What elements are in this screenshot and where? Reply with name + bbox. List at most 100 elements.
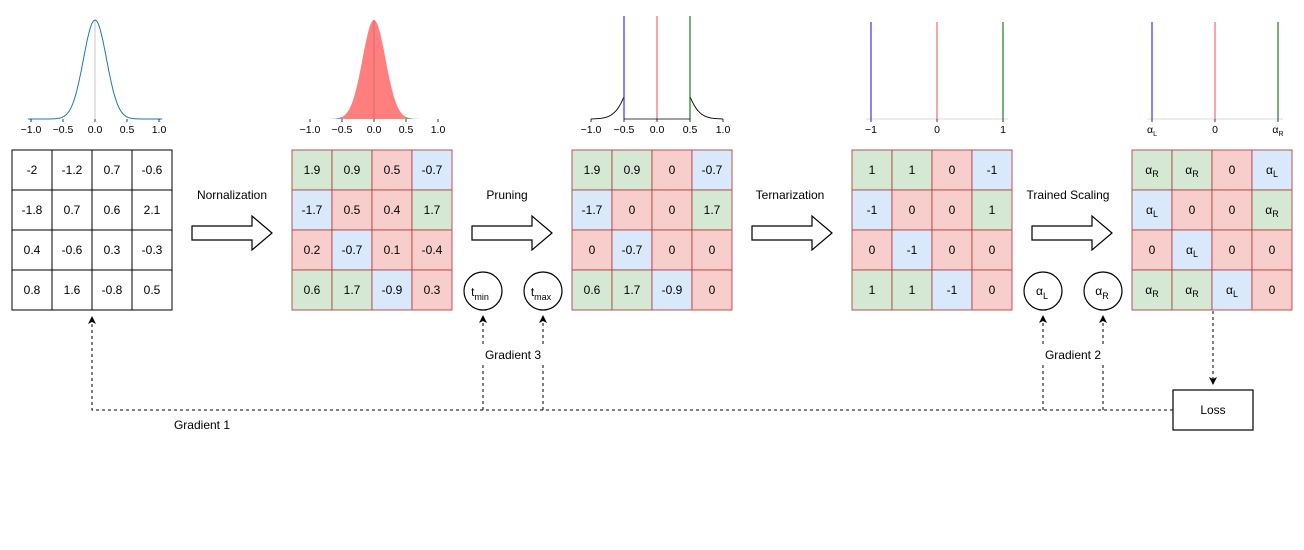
cell-value: -0.9	[662, 283, 683, 297]
gradient-paths	[88, 311, 1217, 411]
cell-value: 0.5	[344, 203, 361, 217]
cell-value: -1	[867, 203, 878, 217]
matrix-cell	[851, 229, 893, 271]
cell-value: -1.7	[582, 203, 603, 217]
tick-label: −0.5	[332, 124, 353, 136]
cell-value: 1.7	[424, 203, 441, 217]
cell-value: -0.8	[102, 283, 123, 297]
matrix-cell	[971, 229, 1013, 271]
matrix-2: 1.9 0.9 0.5 -0.7 -1.7 0.5 0.4 1.7 0.2 -0.7 0.1 -0.4…	[291, 149, 453, 311]
loss-box: Loss	[1172, 389, 1254, 431]
cell-value: αL	[1266, 163, 1278, 179]
cell-value: αL	[1226, 283, 1238, 299]
matrix-cell	[611, 269, 653, 311]
matrix-cell	[331, 269, 373, 311]
cell-value: 0	[629, 203, 636, 217]
cell-value: 0.5	[384, 163, 401, 177]
matrix-cell	[651, 149, 693, 191]
cell-value: -0.4	[422, 243, 443, 257]
cell-value: -1.8	[22, 203, 43, 217]
cell-value: 0	[949, 243, 956, 257]
cell-value: 0	[989, 283, 996, 297]
matrix-4: 1 1 0 -1 -1 0 0 1 0 -1 0 0 1 1 -1 0	[851, 149, 1013, 311]
matrix-cell	[971, 149, 1013, 191]
cell-value: 1.9	[304, 163, 321, 177]
matrix-cell	[1171, 269, 1213, 311]
alpha-l-node: αL	[1023, 271, 1063, 311]
matrix-cell	[611, 149, 653, 191]
cell-value: 0.7	[64, 203, 81, 217]
tick-label: 0	[934, 124, 940, 136]
matrix-cell	[931, 189, 973, 231]
svg-text:tmin: tmin	[471, 285, 489, 302]
cell-value: -0.6	[62, 243, 83, 257]
matrix-cell	[11, 229, 53, 271]
matrix-cell	[371, 229, 413, 271]
matrix-1: -2 -1.2 0.7 -0.6 -1.8 0.7 0.6 2.1 0.4 -0.6 0.3 -0.3…	[11, 149, 173, 311]
step-label-ternarization: Ternarization	[756, 188, 825, 202]
cell-value: 1	[869, 283, 876, 297]
cell-value: -0.7	[622, 243, 643, 257]
matrix-cell	[131, 149, 173, 191]
tick-label: 1.0	[716, 124, 731, 136]
cell-value: αR	[1185, 283, 1199, 299]
matrix-cell	[1211, 189, 1253, 231]
cell-value: -2	[27, 163, 38, 177]
matrix-cell	[91, 229, 133, 271]
step-label-pruning: Pruning	[486, 188, 527, 202]
cell-value: 0.4	[384, 203, 401, 217]
cell-value: 0	[669, 203, 676, 217]
distribution-plots: −1.0 −0.5 0.0 0.5 1.0 −1.0 −0.5 0.0 0.5 1.0 −1.0 −0…	[21, 16, 1284, 138]
tick-label: 0.0	[650, 124, 665, 136]
cell-value: 0.4	[24, 243, 41, 257]
matrix-cell	[411, 149, 453, 191]
matrix-cell	[131, 229, 173, 271]
cell-value: 0.5	[144, 283, 161, 297]
cell-value: 0	[1149, 243, 1156, 257]
matrix-cell	[1251, 269, 1293, 311]
cell-value: αR	[1185, 163, 1199, 179]
matrix-cell	[331, 149, 373, 191]
tick-label: −0.5	[53, 124, 74, 136]
plot-4-ternary: −1 0 1	[865, 22, 1009, 136]
tick-label: αL	[1147, 124, 1157, 138]
matrix-cell	[91, 269, 133, 311]
matrix-cell	[91, 149, 133, 191]
cell-value: -0.7	[702, 163, 723, 177]
tick-label: −1	[865, 124, 877, 136]
matrix-cell	[411, 269, 453, 311]
cell-value: 1.7	[344, 283, 361, 297]
cell-value: 0	[909, 203, 916, 217]
tick-label: αR	[1272, 124, 1283, 138]
cell-value: -1	[987, 163, 998, 177]
tick-label: −1.0	[21, 124, 42, 136]
matrix-cell	[1251, 149, 1293, 191]
cell-value: αL	[1186, 243, 1198, 259]
plot-5-scaled: αL 0 αR	[1146, 22, 1284, 138]
cell-value: 0	[709, 283, 716, 297]
cell-value: 0.7	[104, 163, 121, 177]
matrix-cell	[1251, 189, 1293, 231]
tick-label: 0.5	[120, 124, 135, 136]
cell-value: 0.9	[344, 163, 361, 177]
matrix-cell	[331, 229, 373, 271]
cell-value: 0	[669, 243, 676, 257]
cell-value: 0.8	[24, 283, 41, 297]
step-label-trained-scaling: Trained Scaling	[1027, 188, 1110, 202]
cell-value: 0	[1229, 243, 1236, 257]
cell-value: 2.1	[144, 203, 161, 217]
cell-value: 0.9	[624, 163, 641, 177]
matrix-cell	[51, 189, 93, 231]
cell-value: 1.9	[584, 163, 601, 177]
matrix-cell	[571, 269, 613, 311]
matrix-cell	[11, 269, 53, 311]
matrix-cell	[131, 189, 173, 231]
tick-label: −0.5	[614, 124, 635, 136]
t-min-node: tmin	[463, 271, 503, 311]
matrix-cell	[891, 269, 933, 311]
step-arrow-normalization	[191, 214, 273, 252]
step-arrow-pruning	[471, 214, 553, 252]
cell-value: -0.7	[422, 163, 443, 177]
tick-label: 1.0	[431, 124, 446, 136]
